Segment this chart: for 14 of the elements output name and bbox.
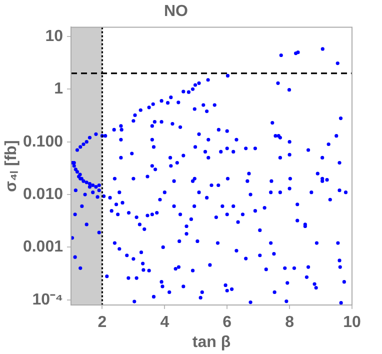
x-tick-label: 2 — [98, 314, 107, 332]
y-tick-label: 1 — [54, 80, 64, 98]
x-tick-label: 4 — [160, 314, 170, 332]
chart-title: NO — [164, 3, 188, 20]
y-tick-label: 0.010 — [22, 186, 64, 203]
x-axis-title: tan β — [192, 334, 231, 351]
y-tick-label: 0.100 — [22, 133, 64, 150]
x-tick-label: 10 — [343, 314, 361, 332]
x-tick-label: 6 — [222, 314, 232, 332]
y-tick-label: 0.001 — [22, 238, 64, 256]
y-tick-label: 10 — [45, 28, 64, 45]
y-tick-label: 10⁻⁴ — [32, 291, 64, 308]
x-tick-label: 8 — [285, 314, 294, 332]
y-axis-title: σ₄ₗ [fb] — [3, 140, 20, 192]
